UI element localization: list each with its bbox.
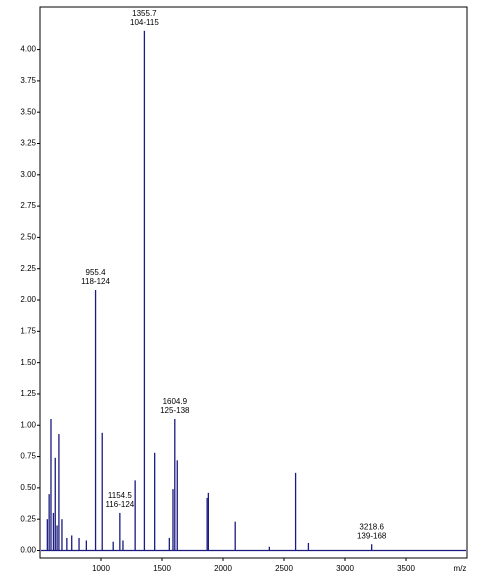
x-tick-label: 2500: [275, 564, 293, 573]
annotation-mz: 1355.7: [132, 9, 157, 18]
y-tick-label: 2.50: [20, 233, 36, 242]
annotation-mz: 955.4: [86, 268, 107, 277]
annotation-range: 118-124: [81, 277, 110, 286]
x-axis-label: m/z: [454, 564, 467, 573]
y-tick-label: 3.75: [20, 76, 36, 85]
y-tick-label: 1.75: [20, 326, 36, 335]
annotation-range: 125-138: [160, 406, 190, 415]
annotation-range: 139-168: [357, 531, 387, 540]
x-tick-label: 1500: [153, 564, 171, 573]
y-tick-label: 0.25: [20, 514, 36, 523]
y-tick-label: 2.75: [20, 201, 36, 210]
annotation-range: 104-115: [130, 18, 159, 27]
x-tick-label: 1000: [92, 564, 110, 573]
y-tick-label: 3.50: [20, 107, 36, 116]
plot-frame: [39, 6, 468, 559]
x-tick-label: 2000: [214, 564, 232, 573]
y-tick-label: 1.50: [20, 358, 36, 367]
y-tick-label: 3.00: [20, 170, 36, 179]
annotation-mz: 3218.6: [359, 522, 384, 531]
annotation-range: 116-124: [105, 500, 134, 509]
y-tick-label: 2.00: [20, 295, 36, 304]
y-tick-label: 4.00: [20, 45, 36, 54]
x-tick-label: 3000: [336, 564, 354, 573]
y-tick-label: 1.25: [20, 389, 36, 398]
x-tick-label: 3500: [397, 564, 415, 573]
y-tick-label: 2.25: [20, 264, 36, 273]
y-tick-label: 1.00: [20, 420, 36, 429]
y-tick-label: 0.75: [20, 452, 36, 461]
y-tick-label: 3.25: [20, 139, 36, 148]
y-tick-label: 0.00: [20, 546, 36, 555]
annotation-mz: 1604.9: [163, 397, 188, 406]
y-tick-label: 0.50: [20, 483, 36, 492]
annotation-mz: 1154.5: [108, 491, 132, 500]
